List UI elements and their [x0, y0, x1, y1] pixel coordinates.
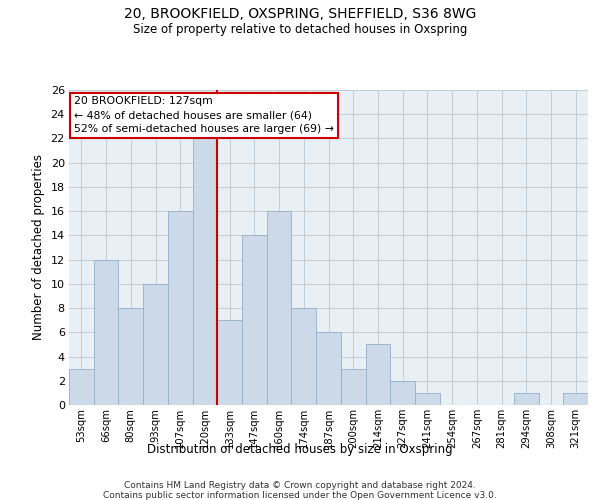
Bar	[143, 284, 168, 405]
Bar	[193, 138, 217, 405]
Bar	[168, 211, 193, 405]
Text: Contains HM Land Registry data © Crown copyright and database right 2024.: Contains HM Land Registry data © Crown c…	[124, 481, 476, 490]
Text: 20 BROOKFIELD: 127sqm
← 48% of detached houses are smaller (64)
52% of semi-deta: 20 BROOKFIELD: 127sqm ← 48% of detached …	[74, 96, 334, 134]
Bar	[242, 236, 267, 405]
Text: 20, BROOKFIELD, OXSPRING, SHEFFIELD, S36 8WG: 20, BROOKFIELD, OXSPRING, SHEFFIELD, S36…	[124, 8, 476, 22]
Bar	[514, 393, 539, 405]
Text: Distribution of detached houses by size in Oxspring: Distribution of detached houses by size …	[147, 442, 453, 456]
Text: Contains public sector information licensed under the Open Government Licence v3: Contains public sector information licen…	[103, 491, 497, 500]
Bar	[563, 393, 588, 405]
Bar	[94, 260, 118, 405]
Bar	[341, 368, 365, 405]
Bar	[69, 368, 94, 405]
Text: Size of property relative to detached houses in Oxspring: Size of property relative to detached ho…	[133, 22, 467, 36]
Bar	[390, 381, 415, 405]
Y-axis label: Number of detached properties: Number of detached properties	[32, 154, 45, 340]
Bar	[292, 308, 316, 405]
Bar	[118, 308, 143, 405]
Bar	[217, 320, 242, 405]
Bar	[365, 344, 390, 405]
Bar	[415, 393, 440, 405]
Bar	[316, 332, 341, 405]
Bar	[267, 211, 292, 405]
